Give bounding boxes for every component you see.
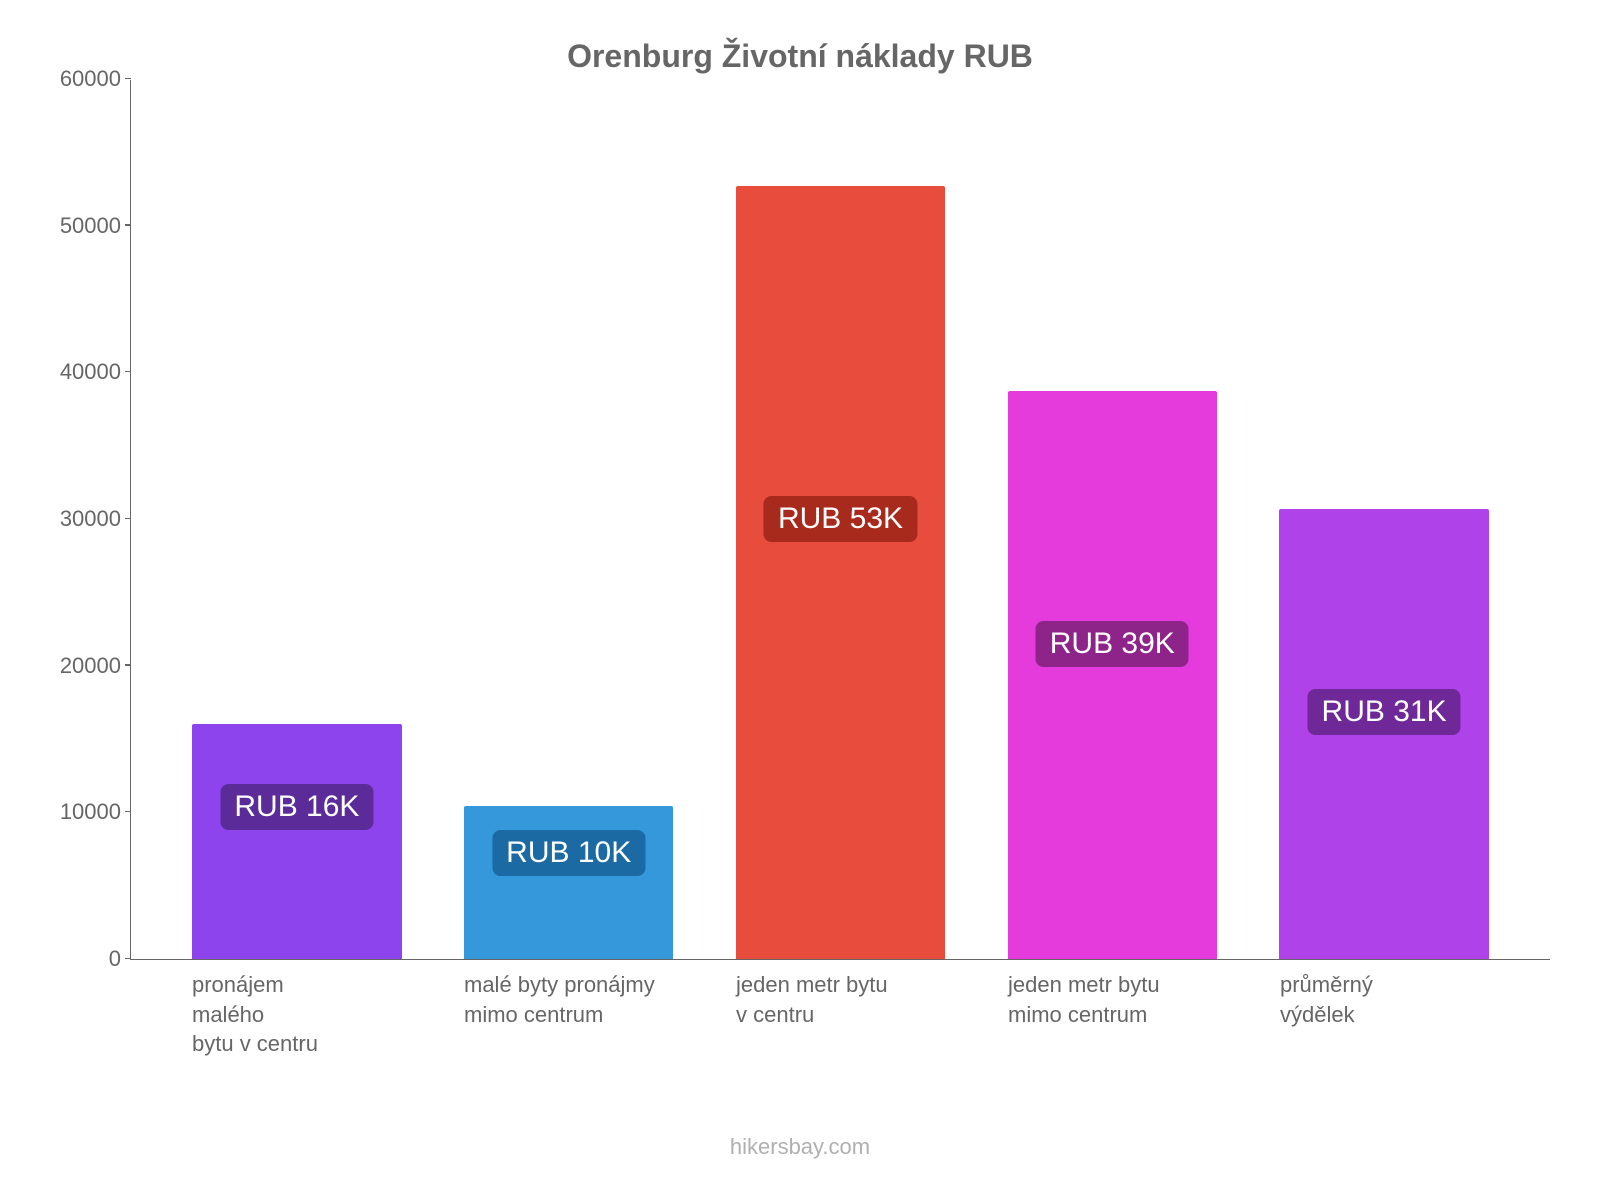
x-axis-labels: pronájemmaléhobytu v centrumalé byty pro… bbox=[130, 970, 1550, 1059]
x-category-label: jeden metr bytumimo centrum bbox=[976, 970, 1248, 1059]
bar-slot: RUB 53K bbox=[705, 80, 977, 959]
x-category-label: pronájemmaléhobytu v centru bbox=[160, 970, 432, 1059]
bar-value-badge: RUB 53K bbox=[764, 496, 917, 542]
bar: RUB 39K bbox=[1008, 391, 1217, 959]
bar: RUB 10K bbox=[464, 806, 673, 959]
y-tick-label: 30000 bbox=[41, 506, 121, 532]
bars-group: RUB 16K RUB 10K RUB 53K RUB 39K RUB 31K bbox=[131, 80, 1550, 959]
bar-value-badge: RUB 10K bbox=[492, 830, 645, 876]
bar: RUB 16K bbox=[192, 724, 401, 959]
chart-container: Orenburg Životní náklady RUB 01000020000… bbox=[0, 0, 1600, 1200]
x-category-label: malé byty pronájmymimo centrum bbox=[432, 970, 704, 1059]
x-category-label: jeden metr bytuv centru bbox=[704, 970, 976, 1059]
bar-value-badge: RUB 16K bbox=[220, 784, 373, 830]
plot-area: 0100002000030000400005000060000 RUB 16KR… bbox=[130, 80, 1550, 960]
y-tick-mark bbox=[125, 78, 131, 80]
bar-slot: RUB 31K bbox=[1248, 80, 1520, 959]
bar-slot: RUB 10K bbox=[433, 80, 705, 959]
y-tick-label: 40000 bbox=[41, 359, 121, 385]
attribution-text: hikersbay.com bbox=[0, 1134, 1600, 1160]
chart-title: Orenburg Životní náklady RUB bbox=[40, 38, 1560, 75]
x-category-label: průměrnývýdělek bbox=[1248, 970, 1520, 1059]
bar-slot: RUB 39K bbox=[976, 80, 1248, 959]
y-tick-label: 50000 bbox=[41, 213, 121, 239]
bar: RUB 53K bbox=[736, 186, 945, 959]
bar-slot: RUB 16K bbox=[161, 80, 433, 959]
bar-value-badge: RUB 31K bbox=[1308, 689, 1461, 735]
y-tick-label: 20000 bbox=[41, 653, 121, 679]
y-tick-label: 0 bbox=[41, 946, 121, 972]
bar: RUB 31K bbox=[1279, 509, 1488, 959]
y-tick-label: 60000 bbox=[41, 66, 121, 92]
y-tick-label: 10000 bbox=[41, 799, 121, 825]
bar-value-badge: RUB 39K bbox=[1036, 621, 1189, 667]
